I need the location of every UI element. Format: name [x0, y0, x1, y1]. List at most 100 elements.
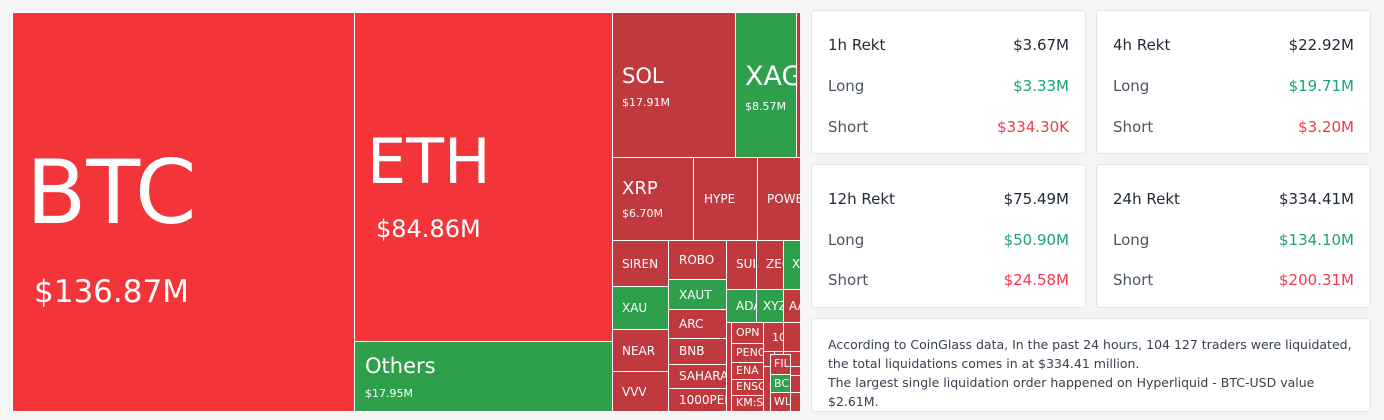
card-12h-rekt: 12h Rekt $75.49M Long $50.90M Short $24.… — [811, 164, 1086, 308]
card-total: $75.49M — [1003, 190, 1069, 208]
tile-symbol: AAVE — [789, 299, 804, 313]
card-header-row: 12h Rekt $75.49M — [828, 189, 1069, 209]
tile-aave[interactable]: AAVE — [783, 289, 804, 323]
tile-symbol: ZEC — [766, 257, 783, 271]
tile-bch[interactable]: BCH — [770, 374, 791, 393]
tile-amount: $17.95M — [365, 387, 413, 400]
tile-symbol: 1000PEPE — [679, 393, 726, 407]
card-24h-rekt: 24h Rekt $334.41M Long $134.10M Short $2… — [1096, 164, 1371, 308]
tile-amount: $8.57M — [745, 100, 786, 113]
tile-symbol: XAU — [622, 301, 648, 315]
tile-eth[interactable]: ETH $84.86M — [354, 12, 613, 342]
tile-symbol: XRP — [622, 178, 658, 199]
tile-zec[interactable]: ZEC — [756, 240, 784, 290]
card-header-row: 4h Rekt $22.92M — [1113, 35, 1354, 55]
summary-line-2: The largest single liquidation order hap… — [828, 375, 1315, 409]
long-label: Long — [828, 231, 865, 249]
tile-amount: $17.91M — [622, 96, 670, 109]
long-label: Long — [828, 77, 865, 95]
tile-robo[interactable]: ROBO — [668, 240, 727, 280]
tile-symbol: VVV — [622, 385, 647, 399]
tile-sahara[interactable]: SAHARA — [668, 364, 727, 389]
tile-enso[interactable]: ENSO — [731, 379, 764, 396]
tile-vvv[interactable]: VVV — [612, 371, 669, 412]
tile-xau[interactable]: XAU — [612, 286, 669, 330]
tile-xag[interactable]: XAG $8.57M — [735, 12, 800, 158]
tile-others[interactable]: Others $17.95M — [354, 341, 613, 412]
card-total: $334.41M — [1279, 190, 1354, 208]
tile-xyz[interactable]: XYZ — [756, 289, 784, 323]
card-title: 24h Rekt — [1113, 190, 1180, 208]
tile-amount: $136.87M — [34, 274, 189, 310]
long-label: Long — [1113, 77, 1150, 95]
card-long-row: Long $3.33M — [828, 76, 1069, 96]
short-label: Short — [1113, 271, 1154, 289]
tile-amount: $84.86M — [376, 215, 481, 243]
tile-ada[interactable]: ADA — [726, 289, 757, 323]
tile-power[interactable]: POWER — [757, 157, 804, 241]
long-label: Long — [1113, 231, 1150, 249]
short-value: $334.30K — [997, 118, 1069, 136]
card-header-row: 24h Rekt $334.41M — [1113, 189, 1354, 209]
tile-symbol: SIREN — [622, 257, 659, 271]
tile-sui[interactable]: SUI — [726, 240, 757, 290]
card-title: 12h Rekt — [828, 190, 895, 208]
tile-symbol: POWER — [767, 192, 803, 206]
tile-symbol: HYPE — [704, 192, 736, 206]
tile-1000pepe[interactable]: 1000PEPE — [668, 388, 727, 412]
tile-kms[interactable]: KM:S — [731, 395, 764, 412]
tile-siren[interactable]: SIREN — [612, 240, 669, 287]
tile-btc[interactable]: BTC $136.87M — [12, 12, 355, 412]
long-value: $19.71M — [1288, 77, 1354, 95]
tile-symbol: PENGU — [736, 346, 763, 359]
card-long-row: Long $50.90M — [828, 230, 1069, 250]
tile-symbol: ENSO — [736, 380, 764, 393]
summary-line-1: According to CoinGlass data, In the past… — [828, 337, 1352, 371]
tile-symbol: FIL — [774, 357, 790, 370]
tile-symbol: ENA — [736, 364, 759, 377]
tile-symbol: 1000 — [772, 331, 783, 344]
tile-symbol: NEAR — [622, 344, 656, 358]
tile-symbol: ROBO — [679, 253, 715, 267]
card-title: 4h Rekt — [1113, 36, 1171, 54]
card-short-row: Short $200.31M — [1113, 270, 1354, 290]
tile-xaut[interactable]: XAUT — [668, 279, 727, 310]
card-title: 1h Rekt — [828, 36, 886, 54]
short-value: $3.20M — [1298, 118, 1354, 136]
tile-wld[interactable]: WLD — [770, 392, 791, 412]
tile-symbol: SUI — [736, 257, 756, 271]
tile-hype[interactable]: HYPE — [693, 157, 758, 241]
tile-symbol: BCH — [774, 377, 790, 390]
card-short-row: Short $3.20M — [1113, 117, 1354, 137]
tile-near[interactable]: NEAR — [612, 329, 669, 372]
liquidation-summary: According to CoinGlass data, In the past… — [811, 318, 1371, 412]
tile-fil[interactable]: FIL — [770, 354, 791, 375]
card-long-row: Long $134.10M — [1113, 230, 1354, 250]
tile-symbol: ADA — [736, 299, 756, 313]
short-label: Short — [1113, 118, 1154, 136]
short-value: $24.58M — [1003, 271, 1069, 289]
tile-sol[interactable]: SOL $17.91M — [612, 12, 736, 158]
short-value: $200.31M — [1279, 271, 1354, 289]
short-label: Short — [828, 271, 869, 289]
card-total: $22.92M — [1288, 36, 1354, 54]
tile-ena[interactable]: ENA — [731, 362, 764, 380]
tile-symbol: BNB — [679, 344, 705, 358]
tile-opn[interactable]: OPN — [731, 322, 764, 344]
tile-symbol: OPN — [736, 326, 760, 339]
card-short-row: Short $24.58M — [828, 270, 1069, 290]
tile-symbol: XAG — [745, 61, 800, 92]
tile-symbol: SOL — [622, 64, 664, 88]
tile-symbol: ETH — [367, 125, 491, 198]
tile-small[interactable] — [763, 366, 771, 412]
tile-pengu[interactable]: PENGU — [731, 343, 764, 363]
tile-1000[interactable]: 1000 — [763, 322, 784, 352]
liquidation-heatmap: BTC $136.87M ETH $84.86M Others $17.95M … — [12, 12, 804, 412]
long-value: $3.33M — [1013, 77, 1069, 95]
tile-bnb[interactable]: BNB — [668, 338, 727, 365]
tile-symbol: XPL — [792, 257, 803, 271]
long-value: $50.90M — [1003, 231, 1069, 249]
tile-xrp[interactable]: XRP $6.70M — [612, 157, 694, 241]
tile-arc[interactable]: ARC — [668, 309, 727, 339]
